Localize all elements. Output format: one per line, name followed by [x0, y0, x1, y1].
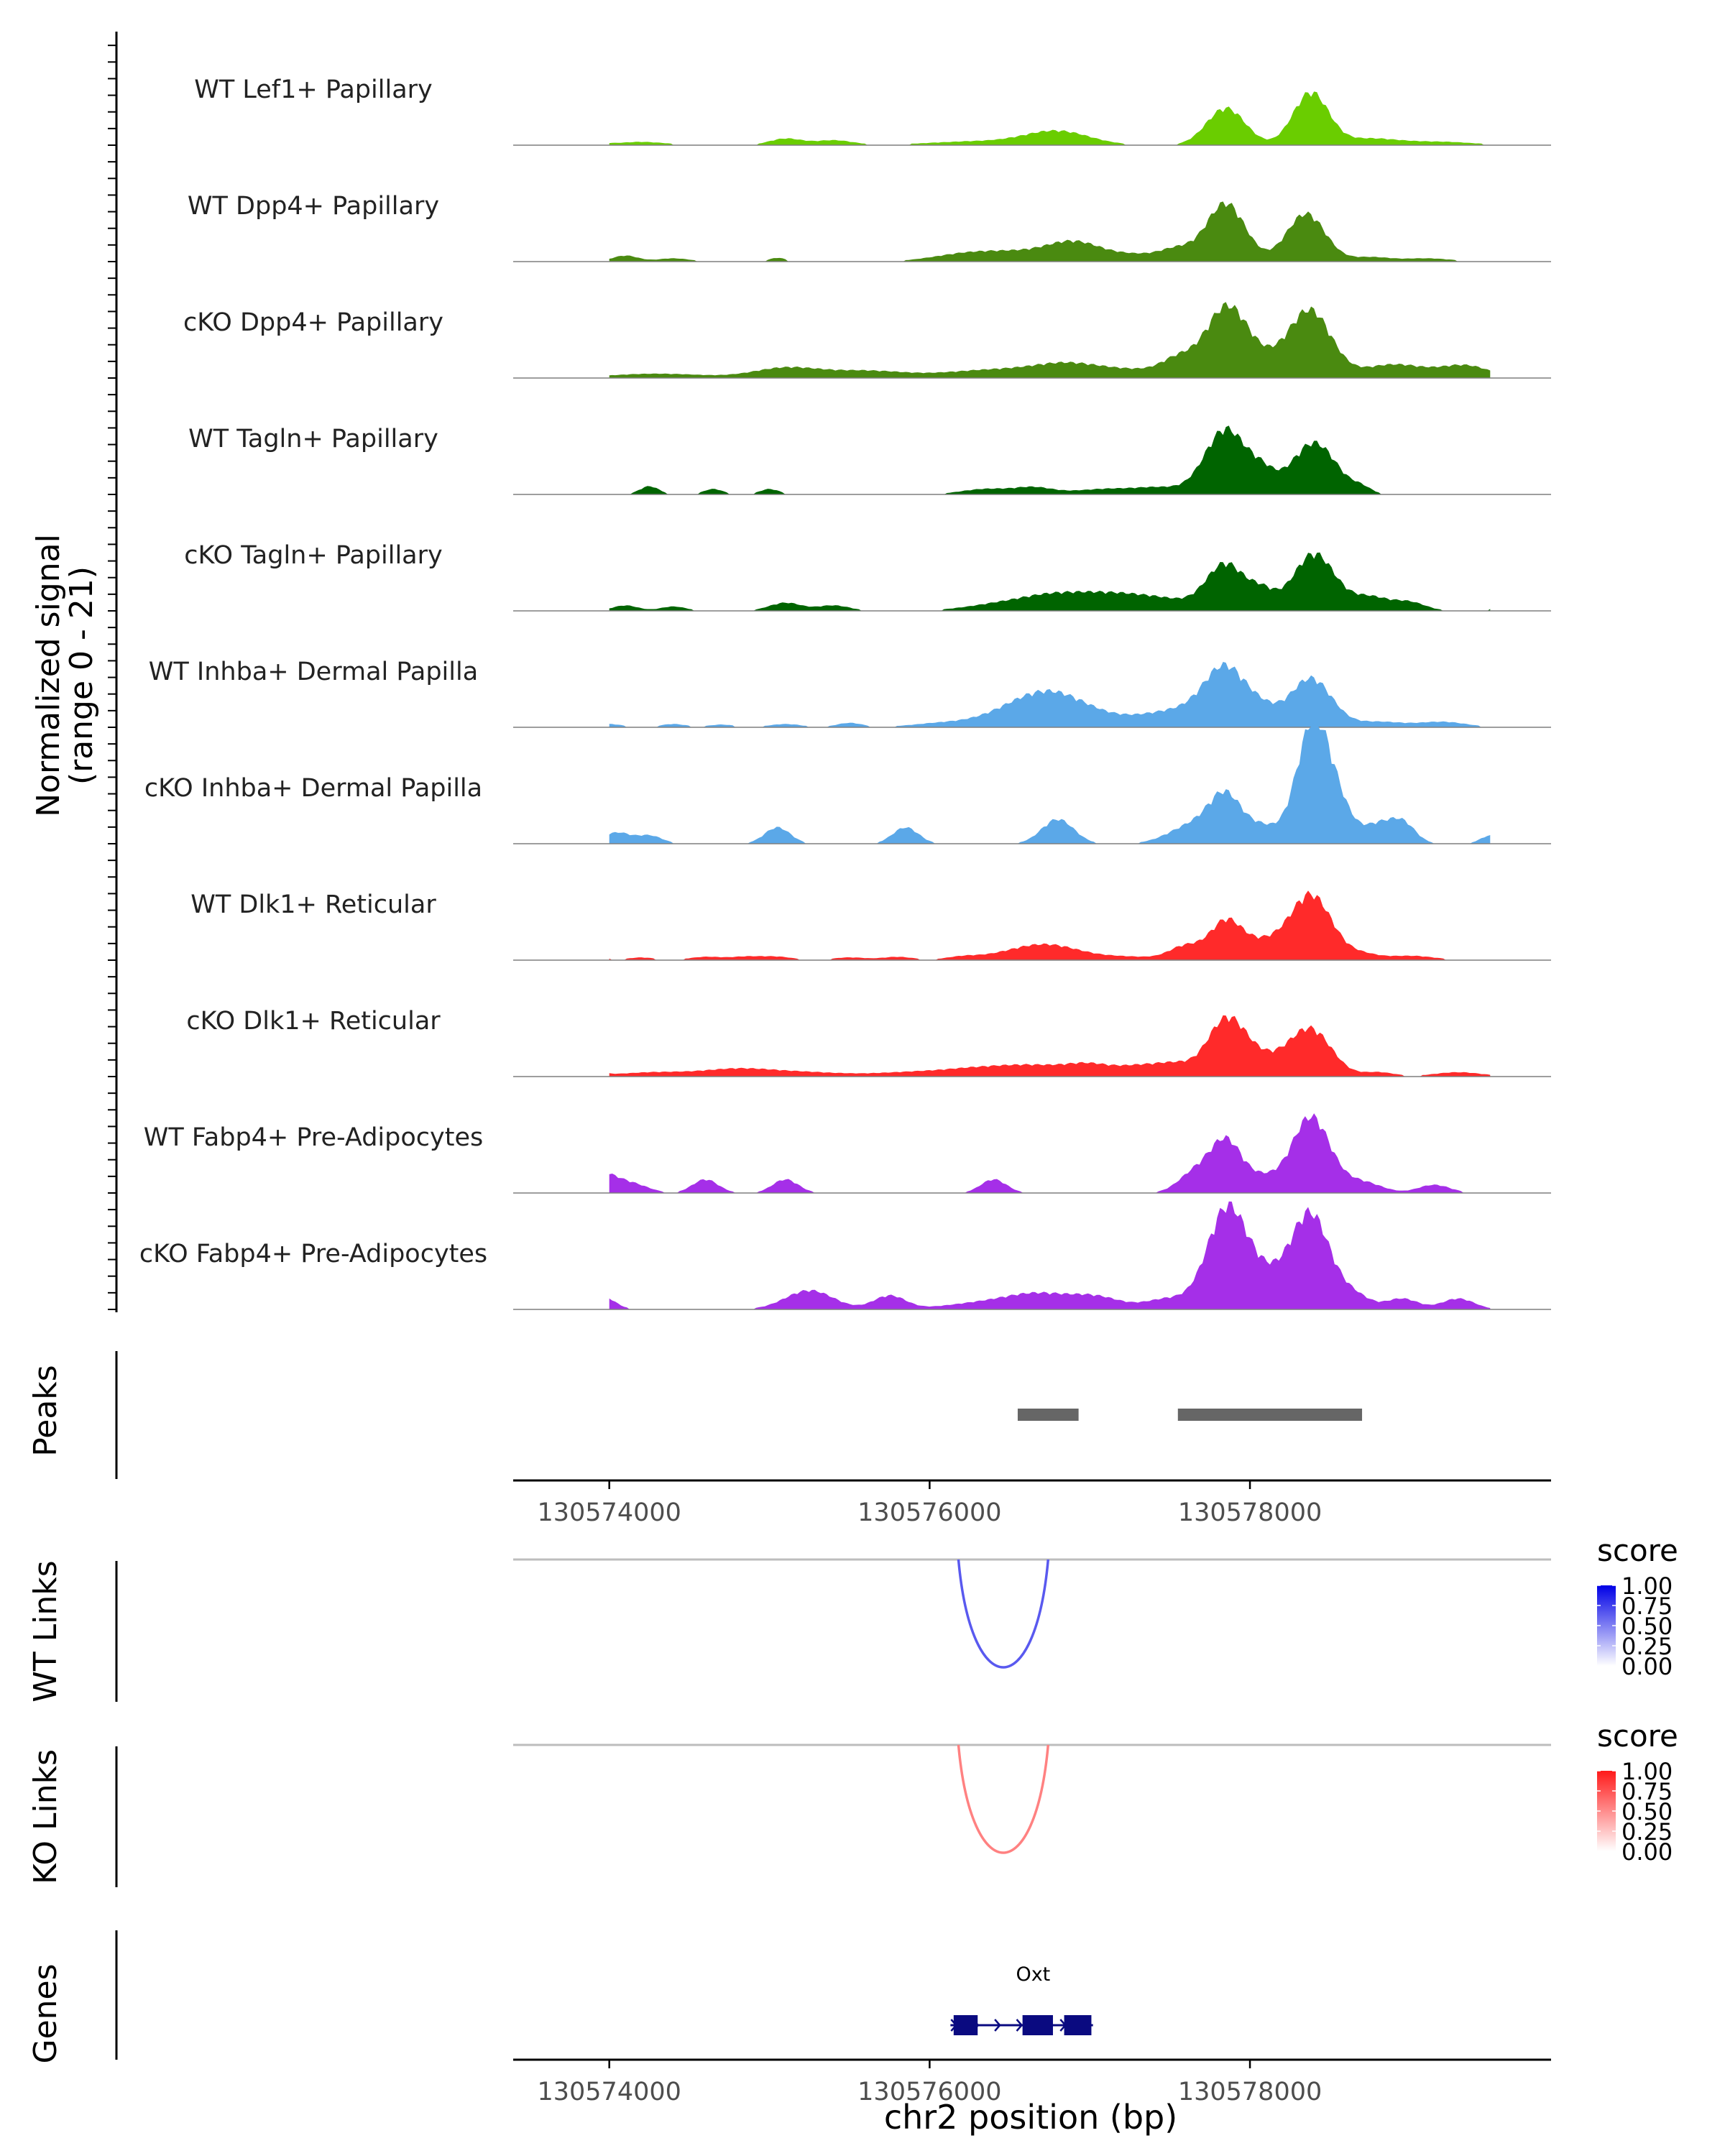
links-track-label: WT Links [27, 1560, 64, 1702]
gene-strand-arrow [1016, 2019, 1024, 2032]
links-legend-title: score [1597, 1718, 1678, 1754]
gene-exon-block [1022, 2015, 1053, 2035]
x-axis-bottom: chr2 position (bp) 130574000 130576000 130… [513, 2058, 1551, 2137]
links-legend-title: score [1597, 1533, 1678, 1568]
coverage-area [609, 302, 1491, 378]
track-label: WT Dpp4+ Papillary [188, 192, 439, 221]
x-axis-label: chr2 position (bp) [884, 2098, 1177, 2137]
coverage-area [609, 552, 1491, 611]
gene-name-label: Oxt [1016, 1963, 1050, 1986]
peak-region-bar [1017, 1409, 1079, 1421]
coverage-tracks: WT Lef1+ Papillary WT Dpp4+ Papillary cKO … [139, 75, 1551, 1310]
track-label: cKO Inhba+ Dermal Papilla [144, 774, 482, 803]
peak-region-bar [1177, 1409, 1363, 1421]
coverage-yrange-label: (range 0 - 21) [63, 566, 100, 785]
track-label: WT Tagln+ Papillary [188, 425, 438, 453]
track-label: cKO Dpp4+ Papillary [183, 308, 443, 337]
track-label: WT Lef1+ Papillary [194, 75, 433, 104]
x-axis-top: 130574000 130576000 130578000 [513, 1479, 1551, 1527]
coverage-area [609, 91, 1491, 145]
peaks-track: Peaks [27, 1351, 1363, 1479]
track-label: WT Dlk1+ Reticular [190, 890, 436, 919]
link-arc [957, 1744, 1050, 1854]
links-legend-tick-label: 0.00 [1622, 1838, 1673, 1866]
x-axis-bottom-tick-label: 130574000 [537, 2078, 681, 2106]
track-label: cKO Fabp4+ Pre-Adipocytes [139, 1240, 487, 1268]
coverage-area [609, 890, 1491, 960]
links-legend-tick-label: 0.50 [1622, 1613, 1673, 1640]
coverage-y-axis: Normalized signal (range 0 - 21) [30, 32, 118, 1312]
genes-track: Genes Oxt [27, 1930, 1093, 2064]
genes-track-label: Genes [27, 1963, 64, 2063]
coverage-area [609, 1015, 1491, 1077]
links-legend-tick-label: 0.00 [1622, 1653, 1673, 1680]
coverage-area [609, 723, 1491, 844]
x-axis-top-tick-label: 130574000 [537, 1498, 681, 1527]
gene-exon-block [1064, 2015, 1092, 2035]
links-legend-tick-label: 1.00 [1622, 1572, 1673, 1600]
coverage-ylabel: Normalized signal [30, 534, 67, 817]
peaks-track-label: Peaks [27, 1365, 64, 1456]
link-arc [957, 1559, 1050, 1669]
coverage-area [609, 1201, 1491, 1309]
links-legend-tick-label: 0.25 [1622, 1818, 1673, 1846]
links-legend-tick-label: 0.25 [1622, 1633, 1673, 1660]
track-label: cKO Dlk1+ Reticular [186, 1007, 441, 1036]
x-axis-top-tick-label: 130576000 [857, 1498, 1001, 1527]
coverage-area [609, 662, 1491, 727]
coverage-area [609, 425, 1491, 494]
links-legend-tick-label: 0.75 [1622, 1778, 1673, 1805]
links-legend-tick-label: 0.75 [1622, 1593, 1673, 1620]
coverage-area [609, 1113, 1491, 1193]
links-legend-tick-label: 1.00 [1622, 1758, 1673, 1785]
x-axis-bottom-tick-label: 130578000 [1178, 2078, 1322, 2106]
links-track-label: KO Links [27, 1749, 64, 1884]
x-axis-top-tick-label: 130578000 [1178, 1498, 1322, 1527]
coverage-area [609, 201, 1491, 262]
gene-strand-arrow [994, 2019, 1001, 2032]
track-label: WT Fabp4+ Pre-Adipocytes [144, 1123, 483, 1152]
gene-exon-block [953, 2015, 978, 2035]
track-label: WT Inhba+ Dermal Papilla [149, 658, 478, 686]
x-axis-bottom-tick-label: 130576000 [857, 2078, 1001, 2106]
links-legend-tick-label: 0.50 [1622, 1798, 1673, 1825]
track-label: cKO Tagln+ Papillary [184, 541, 443, 570]
